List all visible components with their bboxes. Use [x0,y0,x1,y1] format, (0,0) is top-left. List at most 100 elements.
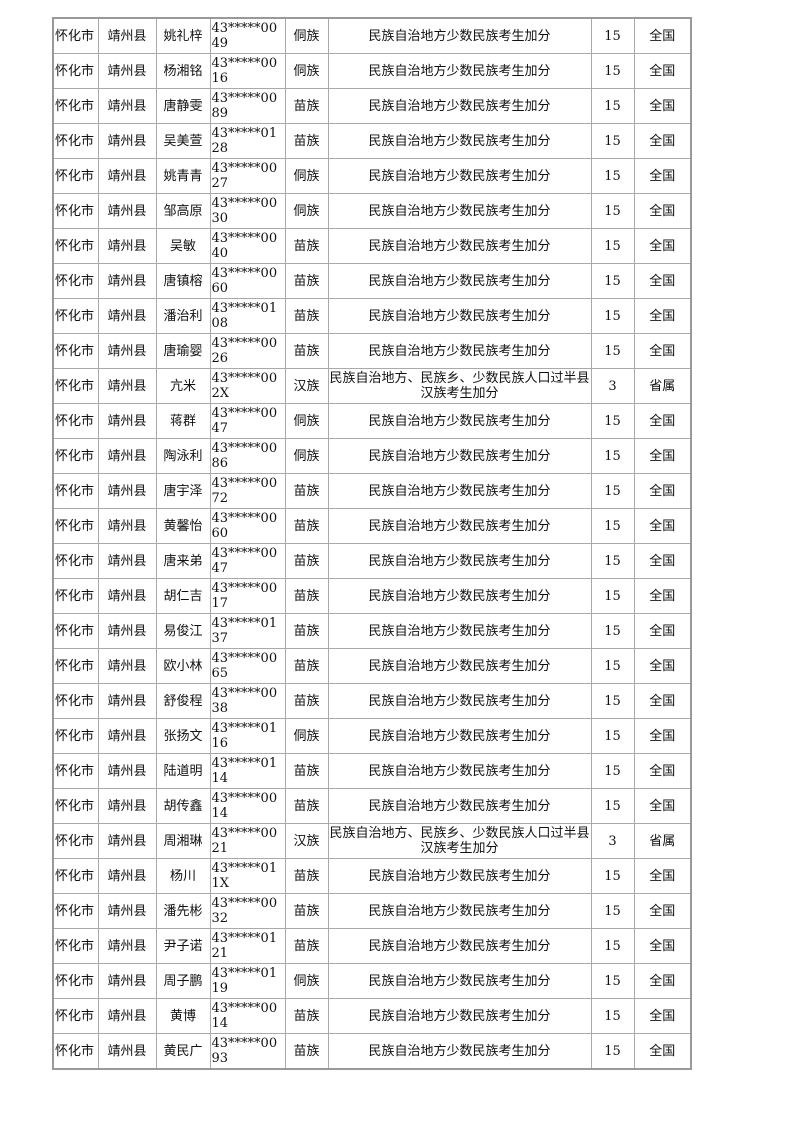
bonus-type: 民族自治地方少数民族考生加分 [327,158,592,194]
city: 怀化市 [52,718,99,754]
scope: 全国 [633,508,692,544]
points: 15 [590,17,635,54]
id-number: 43*****0027 [209,158,286,194]
city: 怀化市 [52,368,99,404]
name: 陶泳利 [155,438,211,474]
bonus-type: 民族自治地方少数民族考生加分 [327,683,592,719]
bonus-type: 民族自治地方少数民族考生加分 [327,788,592,824]
ethnicity: 侗族 [284,53,329,89]
points: 15 [590,158,635,194]
points: 15 [590,263,635,299]
name: 黄民广 [155,1033,211,1070]
city: 怀化市 [52,543,99,579]
name: 潘治利 [155,298,211,334]
ethnicity: 苗族 [284,613,329,649]
county: 靖州县 [97,648,157,684]
points: 15 [590,123,635,159]
bonus-type: 民族自治地方少数民族考生加分 [327,963,592,999]
name: 唐镇榕 [155,263,211,299]
points: 15 [590,298,635,334]
city: 怀化市 [52,788,99,824]
name: 黄博 [155,998,211,1034]
city: 怀化市 [52,963,99,999]
city: 怀化市 [52,298,99,334]
county: 靖州县 [97,298,157,334]
city: 怀化市 [52,1033,99,1070]
bonus-type: 民族自治地方少数民族考生加分 [327,263,592,299]
scope: 省属 [633,823,692,859]
scope: 全国 [633,858,692,894]
table-row: 怀化市 靖州县 胡仁吉 43*****0017 苗族 民族自治地方少数民族考生加分 15 全国 [52,578,692,614]
bonus-type: 民族自治地方少数民族考生加分 [327,718,592,754]
name: 唐宇泽 [155,473,211,509]
scope: 全国 [633,683,692,719]
city: 怀化市 [52,158,99,194]
city: 怀化市 [52,893,99,929]
county: 靖州县 [97,1033,157,1070]
id-number: 43*****0128 [209,123,286,159]
scope: 全国 [633,928,692,964]
ethnicity: 苗族 [284,333,329,369]
name: 唐来弟 [155,543,211,579]
bonus-type: 民族自治地方少数民族考生加分 [327,88,592,124]
city: 怀化市 [52,998,99,1034]
id-number: 43*****0040 [209,228,286,264]
scope: 全国 [633,123,692,159]
county: 靖州县 [97,998,157,1034]
scope: 全国 [633,193,692,229]
scope: 全国 [633,753,692,789]
name: 唐瑜婴 [155,333,211,369]
id-number: 43*****0014 [209,998,286,1034]
table-row: 怀化市 靖州县 陶泳利 43*****0086 侗族 民族自治地方少数民族考生加分 15 全国 [52,438,692,474]
county: 靖州县 [97,858,157,894]
county: 靖州县 [97,53,157,89]
city: 怀化市 [52,17,99,54]
points: 15 [590,53,635,89]
table-row: 怀化市 靖州县 黄博 43*****0014 苗族 民族自治地方少数民族考生加分 15 全国 [52,998,692,1034]
table-row: 怀化市 靖州县 张扬文 43*****0116 侗族 民族自治地方少数民族考生加分 15 全国 [52,718,692,754]
bonus-type: 民族自治地方少数民族考生加分 [327,193,592,229]
name: 周子鹏 [155,963,211,999]
ethnicity: 苗族 [284,298,329,334]
table-row: 怀化市 靖州县 蒋群 43*****0047 侗族 民族自治地方少数民族考生加分 15 全国 [52,403,692,439]
city: 怀化市 [52,88,99,124]
county: 靖州县 [97,753,157,789]
ethnicity: 苗族 [284,788,329,824]
table-row: 怀化市 靖州县 姚青青 43*****0027 侗族 民族自治地方少数民族考生加分 15 全国 [52,158,692,194]
ethnicity: 苗族 [284,263,329,299]
county: 靖州县 [97,613,157,649]
bonus-type: 民族自治地方少数民族考生加分 [327,893,592,929]
name: 陆道明 [155,753,211,789]
points: 15 [590,963,635,999]
id-number: 43*****0065 [209,648,286,684]
city: 怀化市 [52,823,99,859]
scope: 全国 [633,17,692,54]
id-number: 43*****0038 [209,683,286,719]
points: 15 [590,88,635,124]
ethnicity: 苗族 [284,578,329,614]
scope: 全国 [633,438,692,474]
scope: 全国 [633,998,692,1034]
ethnicity: 侗族 [284,718,329,754]
name: 尹子诺 [155,928,211,964]
table-row: 怀化市 靖州县 黄民广 43*****0093 苗族 民族自治地方少数民族考生加分 15 全国 [52,1033,692,1070]
name: 杨湘铭 [155,53,211,89]
points: 3 [590,823,635,859]
ethnicity: 苗族 [284,88,329,124]
scope: 全国 [633,333,692,369]
name: 胡传鑫 [155,788,211,824]
points: 15 [590,228,635,264]
points: 15 [590,333,635,369]
bonus-type: 民族自治地方少数民族考生加分 [327,508,592,544]
points: 15 [590,578,635,614]
ethnicity: 苗族 [284,508,329,544]
bonus-type: 民族自治地方少数民族考生加分 [327,17,592,54]
bonus-type: 民族自治地方少数民族考生加分 [327,228,592,264]
county: 靖州县 [97,333,157,369]
id-number: 43*****011X [209,858,286,894]
id-number: 43*****0072 [209,473,286,509]
id-number: 43*****0021 [209,823,286,859]
ethnicity: 汉族 [284,368,329,404]
table-row: 怀化市 靖州县 杨川 43*****011X 苗族 民族自治地方少数民族考生加分 15 全国 [52,858,692,894]
